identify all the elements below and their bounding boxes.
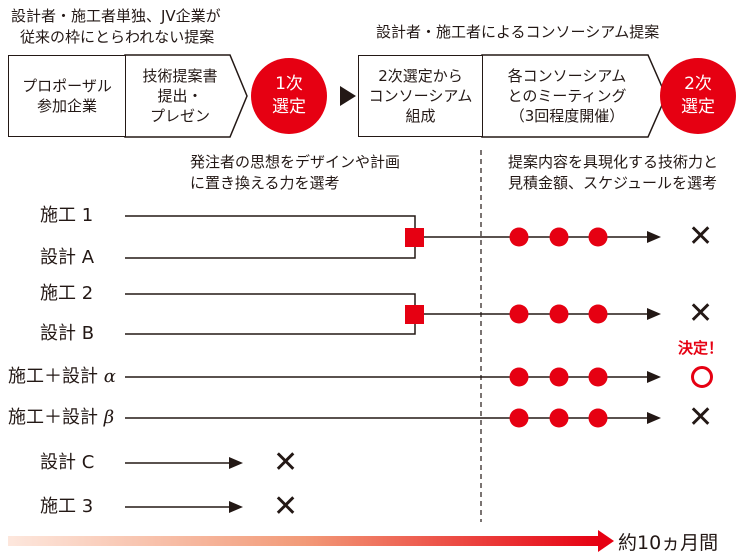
reject-mark-beta: ✕: [688, 400, 714, 435]
arrowhead-group1: [647, 231, 661, 243]
row-label-alpha: 施工＋設計 α: [8, 366, 116, 388]
row-label-beta-text: 施工＋設計: [8, 407, 104, 428]
criteria-second-line1: 提案内容を具現化する技術力と: [508, 153, 719, 171]
row-label-sekou3: 施工 3: [40, 496, 94, 517]
period-arrowhead: [598, 530, 614, 552]
circle-second-selection: 2次 選定: [660, 58, 736, 134]
meeting-dot: [549, 367, 569, 387]
meeting-dot: [509, 408, 529, 428]
reject-mark-group2: ✕: [688, 296, 714, 331]
period-bar: [8, 536, 600, 546]
meeting-dot: [588, 227, 608, 247]
row-label-sekou1: 施工 1: [40, 205, 94, 226]
meeting-dot: [588, 304, 608, 324]
criteria-second-line2: 見積金額、スケジュールを選考: [508, 174, 717, 192]
meeting-dot: [509, 304, 529, 324]
arrowhead-sekou3: [229, 501, 243, 513]
flow-box-meetings: 各コンソーシアム とのミーティング （3回程度開催）: [507, 67, 627, 125]
arrowhead-alpha: [647, 371, 661, 383]
arrowhead-beta: [647, 412, 661, 424]
top-note-left-line2: 従来の枠にとらわれない提案: [20, 28, 215, 46]
reject-mark-sekou3: ✕: [273, 489, 299, 524]
period-label: 約10ヵ月間: [618, 532, 719, 554]
flow-arrow-head: [340, 86, 356, 106]
flow-box-participants: プロポーザル 参加企業: [8, 55, 126, 137]
row-label-sekkeiA: 設計 A: [40, 247, 95, 268]
beta-symbol: β: [103, 407, 115, 428]
meeting-dot: [549, 408, 569, 428]
meeting-dot: [588, 367, 608, 387]
circle-first-selection: 1次 選定: [251, 58, 327, 134]
reject-mark-sekkeiC: ✕: [273, 445, 299, 480]
top-note-right: 設計者・施工者によるコンソーシアム提案: [376, 23, 660, 41]
selected-circle-mark: [691, 366, 713, 388]
merge-square-group2: [405, 305, 424, 324]
row-label-sekou2: 施工 2: [40, 283, 94, 304]
line-sekou1: [125, 215, 416, 259]
arrowhead-group2: [647, 308, 661, 320]
arrowhead-sekkeiC: [229, 457, 243, 469]
meeting-dot: [588, 408, 608, 428]
line-sekou2: [125, 293, 416, 335]
criteria-first-line1: 発注者の思想をデザインや計画: [190, 153, 401, 171]
flow-box-consortium: 2次選定から コンソーシアム 組成: [358, 55, 483, 137]
meeting-dot: [509, 227, 529, 247]
meeting-dot: [549, 304, 569, 324]
row-label-sekkeiC: 設計 C: [40, 452, 95, 473]
alpha-symbol: α: [103, 366, 116, 387]
row-label-sekkeiB: 設計 B: [40, 323, 95, 344]
criteria-first-line2: に置き換える力を選考: [190, 174, 340, 192]
merge-square-group1: [405, 228, 424, 247]
reject-mark-group1: ✕: [688, 219, 714, 254]
top-note-left-line1: 設計者・施工者単独、JV企業が: [11, 7, 221, 25]
meeting-dot: [509, 367, 529, 387]
decision-label: 決定！: [678, 339, 724, 357]
flow-box-proposal: 技術提案書 提出・ プレゼン: [142, 67, 218, 125]
meeting-dot: [549, 227, 569, 247]
row-label-beta: 施工＋設計 β: [8, 407, 114, 429]
row-label-alpha-text: 施工＋設計: [8, 366, 104, 387]
